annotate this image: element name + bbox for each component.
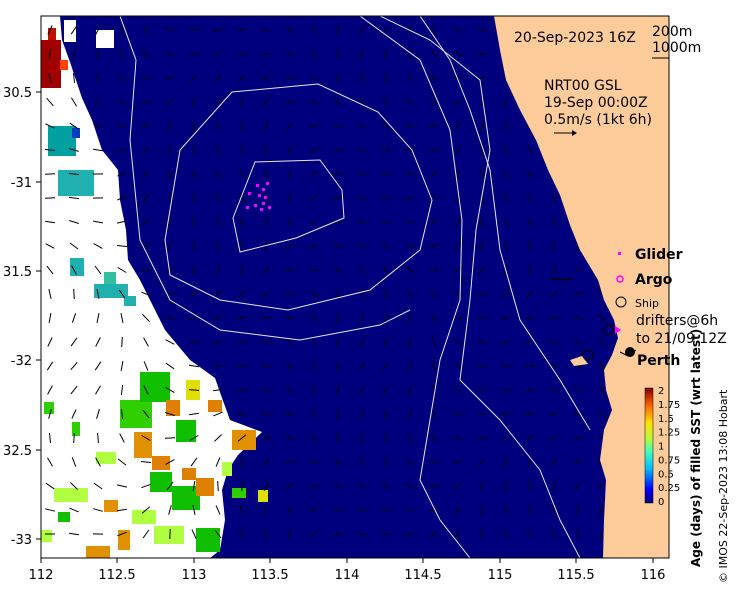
longitude-axis: 112 112.5 113 113.5 114 114.5 115 115.5 116 — [29, 558, 666, 583]
island — [570, 356, 588, 366]
imos-credit: © IMOS 22-Sep-2023 13:08 Hobart — [717, 389, 730, 583]
current-scale-arrow-icon — [554, 130, 577, 136]
current-source-label: NRT00 GSL — [544, 78, 622, 94]
argo-legend-label: Argo — [635, 272, 673, 288]
colorbar-tick-label: 1.75 — [658, 400, 680, 411]
isobath-200m-label: 200m — [652, 24, 692, 40]
colorbar-tick-label: 2 — [658, 386, 664, 397]
lon-tick-label: 115.5 — [557, 568, 594, 583]
colorbar-ticks: 2 1.75 1.5 1.25 1 0.75 0.5 0.25 0 — [658, 386, 680, 508]
latitude-axis: 30.5 -31 31.5 -32 32.5 -33 — [3, 86, 41, 548]
lat-tick-label: 32.5 — [3, 444, 32, 459]
plot-frame — [40, 15, 670, 559]
lon-tick-label: 112 — [29, 568, 54, 583]
glider-legend-icon — [618, 252, 621, 255]
no-data-region — [41, 16, 262, 558]
lon-tick-label: 116 — [641, 568, 666, 583]
lon-tick-label: 112.5 — [98, 568, 135, 583]
colorbar-tick-label: 1.25 — [658, 428, 680, 439]
land-area — [494, 16, 669, 558]
map-timestamp: 20-Sep-2023 16Z — [514, 30, 636, 46]
argo-legend-icon — [616, 275, 624, 283]
colorbar-tick-label: 0.75 — [658, 455, 680, 466]
colorbar — [644, 387, 654, 504]
lon-tick-label: 115 — [488, 568, 513, 583]
isobath-1000m-label: 1000m — [652, 40, 701, 56]
lon-tick-label: 114 — [335, 568, 360, 583]
glider-positions — [246, 182, 271, 211]
drifters-legend-line2: to 21/09 12Z — [636, 331, 727, 347]
ship-legend-icon — [615, 296, 627, 308]
lon-tick-label: 113 — [182, 568, 207, 583]
colorbar-tick-label: 0 — [658, 497, 664, 508]
contours — [119, 16, 591, 558]
lat-tick-label: -33 — [11, 533, 32, 548]
lat-tick-label: -32 — [11, 354, 32, 369]
perth-marker — [625, 347, 635, 357]
ship-marker — [582, 349, 594, 361]
current-time-label: 19-Sep 00:00Z — [544, 95, 648, 111]
lon-tick-label: 113.5 — [251, 568, 288, 583]
colorbar-title: Age (days) of filled SST (wrt latest) — [689, 329, 703, 567]
current-scale-label: 0.5m/s (1kt 6h) — [544, 112, 652, 128]
lat-tick-label: 31.5 — [3, 265, 32, 280]
lat-tick-label: -31 — [11, 176, 32, 191]
ship-legend-label: Ship — [635, 297, 659, 310]
glider-legend-label: Glider — [635, 247, 683, 263]
lon-tick-label: 114.5 — [404, 568, 441, 583]
map-plot-area — [41, 16, 669, 558]
colorbar-tick-label: 1 — [658, 442, 664, 453]
colorbar-tick-label: 1.5 — [658, 414, 674, 425]
colorbar-tick-label: 0.5 — [658, 469, 674, 480]
lat-tick-label: 30.5 — [3, 86, 32, 101]
colorbar-tick-label: 0.25 — [658, 483, 680, 494]
drifters-legend-line1: drifters@6h — [636, 313, 718, 329]
perth-label: Perth — [637, 353, 680, 369]
